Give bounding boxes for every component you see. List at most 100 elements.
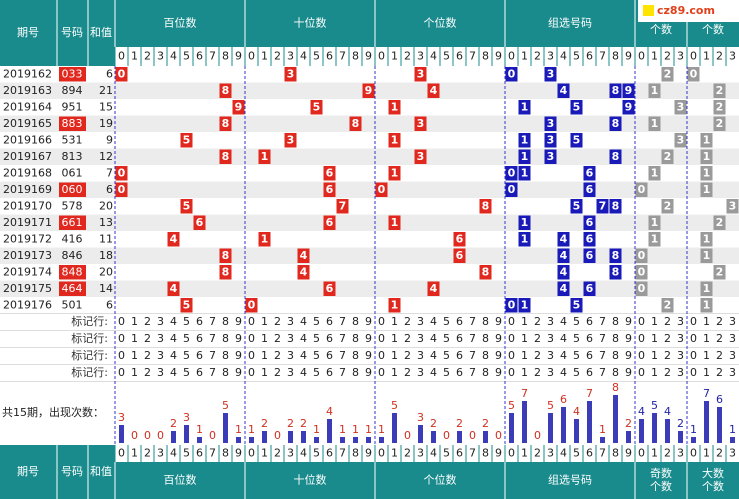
mark-digit[interactable]: 7 xyxy=(599,332,606,345)
mark-digit[interactable]: 0 xyxy=(118,332,125,345)
mark-digit[interactable]: 1 xyxy=(391,366,398,379)
mark-digit[interactable]: 7 xyxy=(209,332,216,345)
mark-digit[interactable]: 4 xyxy=(560,315,567,328)
mark-digit[interactable]: 1 xyxy=(703,366,710,379)
mark-digit[interactable]: 4 xyxy=(560,366,567,379)
mark-digit[interactable]: 7 xyxy=(599,315,606,328)
mark-digit[interactable]: 4 xyxy=(170,315,177,328)
mark-digit[interactable]: 2 xyxy=(716,315,723,328)
mark-digit[interactable]: 3 xyxy=(729,332,736,345)
mark-digit[interactable]: 3 xyxy=(677,366,684,379)
mark-digit[interactable]: 1 xyxy=(391,349,398,362)
mark-digit[interactable]: 2 xyxy=(144,332,151,345)
mark-digit[interactable]: 1 xyxy=(391,315,398,328)
mark-digit[interactable]: 2 xyxy=(274,349,281,362)
mark-digit[interactable]: 7 xyxy=(339,315,346,328)
mark-digit[interactable]: 3 xyxy=(417,366,424,379)
mark-digit[interactable]: 4 xyxy=(300,332,307,345)
mark-digit[interactable]: 2 xyxy=(534,366,541,379)
mark-digit[interactable]: 6 xyxy=(456,349,463,362)
mark-digit[interactable]: 0 xyxy=(508,315,515,328)
mark-digit[interactable]: 3 xyxy=(287,366,294,379)
mark-digit[interactable]: 8 xyxy=(612,315,619,328)
mark-digit[interactable]: 8 xyxy=(482,315,489,328)
mark-digit[interactable]: 4 xyxy=(170,332,177,345)
mark-digit[interactable]: 5 xyxy=(443,315,450,328)
mark-digit[interactable]: 3 xyxy=(729,366,736,379)
mark-digit[interactable]: 6 xyxy=(586,366,593,379)
mark-digit[interactable]: 5 xyxy=(183,332,190,345)
mark-digit[interactable]: 7 xyxy=(209,366,216,379)
mark-digit[interactable]: 1 xyxy=(703,332,710,345)
mark-digit[interactable]: 1 xyxy=(703,315,710,328)
mark-digit[interactable]: 4 xyxy=(430,366,437,379)
mark-digit[interactable]: 0 xyxy=(638,349,645,362)
mark-digit[interactable]: 1 xyxy=(261,366,268,379)
mark-digit[interactable]: 7 xyxy=(339,332,346,345)
mark-digit[interactable]: 8 xyxy=(612,332,619,345)
mark-digit[interactable]: 2 xyxy=(534,332,541,345)
mark-digit[interactable]: 9 xyxy=(365,366,372,379)
mark-digit[interactable]: 4 xyxy=(300,315,307,328)
mark-digit[interactable]: 3 xyxy=(677,315,684,328)
mark-digit[interactable]: 6 xyxy=(196,332,203,345)
mark-digit[interactable]: 8 xyxy=(352,315,359,328)
mark-digit[interactable]: 4 xyxy=(560,349,567,362)
mark-digit[interactable]: 2 xyxy=(144,315,151,328)
mark-digit[interactable]: 7 xyxy=(209,315,216,328)
mark-digit[interactable]: 0 xyxy=(378,332,385,345)
mark-digit[interactable]: 1 xyxy=(651,332,658,345)
mark-digit[interactable]: 4 xyxy=(170,366,177,379)
mark-digit[interactable]: 0 xyxy=(508,332,515,345)
mark-digit[interactable]: 6 xyxy=(586,332,593,345)
mark-digit[interactable]: 0 xyxy=(118,366,125,379)
mark-digit[interactable]: 6 xyxy=(586,349,593,362)
mark-digit[interactable]: 7 xyxy=(469,349,476,362)
mark-digit[interactable]: 5 xyxy=(573,366,580,379)
mark-digit[interactable]: 3 xyxy=(157,332,164,345)
mark-digit[interactable]: 1 xyxy=(261,349,268,362)
mark-digit[interactable]: 3 xyxy=(157,315,164,328)
mark-digit[interactable]: 0 xyxy=(638,332,645,345)
mark-digit[interactable]: 9 xyxy=(625,349,632,362)
mark-digit[interactable]: 1 xyxy=(131,315,138,328)
mark-digit[interactable]: 0 xyxy=(638,315,645,328)
mark-digit[interactable]: 4 xyxy=(560,332,567,345)
mark-digit[interactable]: 8 xyxy=(222,366,229,379)
mark-digit[interactable]: 6 xyxy=(196,315,203,328)
mark-digit[interactable]: 9 xyxy=(365,315,372,328)
mark-digit[interactable]: 2 xyxy=(664,366,671,379)
mark-digit[interactable]: 7 xyxy=(599,349,606,362)
mark-digit[interactable]: 2 xyxy=(716,349,723,362)
mark-digit[interactable]: 9 xyxy=(495,332,502,345)
mark-digit[interactable]: 3 xyxy=(157,366,164,379)
mark-digit[interactable]: 6 xyxy=(196,349,203,362)
mark-digit[interactable]: 0 xyxy=(248,315,255,328)
mark-digit[interactable]: 8 xyxy=(222,332,229,345)
mark-digit[interactable]: 1 xyxy=(521,366,528,379)
mark-digit[interactable]: 5 xyxy=(313,349,320,362)
mark-digit[interactable]: 0 xyxy=(118,315,125,328)
mark-digit[interactable]: 9 xyxy=(365,332,372,345)
mark-digit[interactable]: 9 xyxy=(495,315,502,328)
mark-digit[interactable]: 0 xyxy=(690,366,697,379)
mark-digit[interactable]: 1 xyxy=(651,366,658,379)
mark-digit[interactable]: 8 xyxy=(352,332,359,345)
mark-digit[interactable]: 0 xyxy=(248,366,255,379)
mark-digit[interactable]: 1 xyxy=(131,366,138,379)
mark-digit[interactable]: 5 xyxy=(313,332,320,345)
mark-digit[interactable]: 3 xyxy=(677,332,684,345)
mark-digit[interactable]: 5 xyxy=(183,315,190,328)
mark-digit[interactable]: 8 xyxy=(482,349,489,362)
mark-digit[interactable]: 3 xyxy=(287,332,294,345)
mark-digit[interactable]: 9 xyxy=(365,349,372,362)
mark-digit[interactable]: 3 xyxy=(677,349,684,362)
mark-digit[interactable]: 0 xyxy=(690,315,697,328)
mark-digit[interactable]: 1 xyxy=(703,349,710,362)
mark-digit[interactable]: 5 xyxy=(573,332,580,345)
mark-digit[interactable]: 5 xyxy=(313,315,320,328)
mark-digit[interactable]: 5 xyxy=(443,349,450,362)
mark-digit[interactable]: 2 xyxy=(274,315,281,328)
mark-digit[interactable]: 0 xyxy=(690,332,697,345)
mark-digit[interactable]: 9 xyxy=(495,349,502,362)
